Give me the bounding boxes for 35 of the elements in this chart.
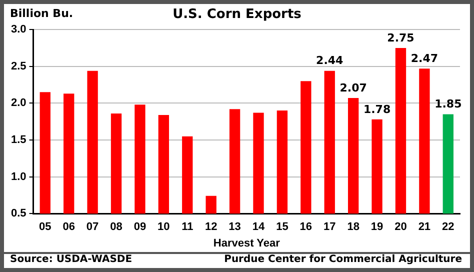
data-label: 1.78 <box>363 102 391 116</box>
y-tick-label: 3.0 <box>10 24 26 36</box>
text: Purdue Center for Commercial Agriculture <box>224 254 462 265</box>
data-label: 1.85 <box>434 98 462 111</box>
x-tick-label: 21 <box>418 221 431 234</box>
y-tick-label: 2.0 <box>10 97 26 110</box>
x-tick-label: 20 <box>394 221 407 234</box>
x-tick-label: 14 <box>252 221 266 234</box>
x-tick-label: 05 <box>39 221 52 234</box>
x-axis-title: Harvest Year <box>213 237 281 250</box>
x-tick-label: 18 <box>347 221 360 234</box>
y-tick-label: 1.5 <box>10 134 26 146</box>
x-tick-label: 11 <box>182 221 194 234</box>
y-tick-label: 2.5 <box>10 60 26 72</box>
source-note: Source: USDA-WASDE <box>10 254 132 265</box>
x-tick-label: 19 <box>370 221 384 234</box>
x-tick-label: 08 <box>110 221 122 234</box>
x-tick-label: 16 <box>300 221 312 234</box>
x-tick-label: 22 <box>442 221 454 234</box>
x-tick-label: 06 <box>62 221 75 234</box>
x-tick-label: 15 <box>276 221 288 234</box>
x-tick-label: 10 <box>158 221 170 234</box>
x-tick-label: 07 <box>86 221 99 234</box>
data-label: 2.07 <box>340 81 367 94</box>
x-tick-label: 09 <box>134 221 146 234</box>
y-axis-title: Billion Bu. <box>10 7 74 20</box>
data-label: 2.44 <box>316 54 344 68</box>
x-tick-label: 17 <box>323 221 336 234</box>
x-tick-label: 13 <box>228 221 241 234</box>
chart-title: U.S. Corn Exports <box>172 7 302 22</box>
x-tick-label: 12 <box>204 221 218 234</box>
y-tick-label: 1.0 <box>10 170 26 183</box>
data-label: 2.75 <box>387 31 414 44</box>
y-tick-label: 0.5 <box>10 208 26 220</box>
data-label: 2.47 <box>410 52 438 65</box>
